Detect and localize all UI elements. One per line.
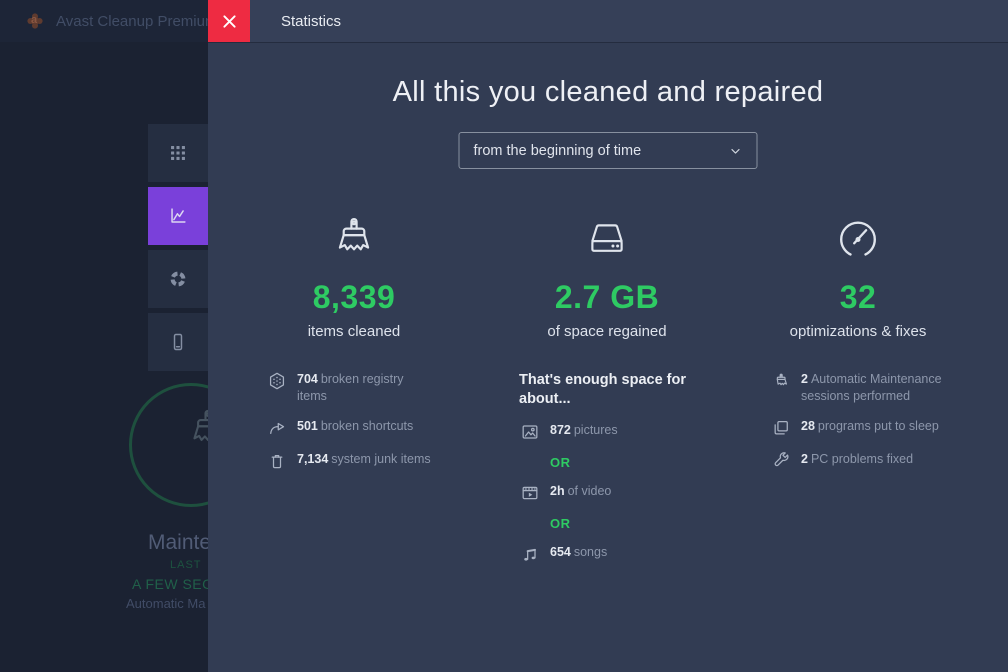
list-item: 2 Automatic Maintenance sessions performe… — [770, 371, 978, 405]
windows-stack-icon — [770, 418, 792, 438]
sidebar-item-mobile[interactable] — [148, 313, 208, 371]
panel-title: Statistics — [281, 12, 342, 30]
or-separator: OR — [550, 455, 571, 470]
statistics-panel: Statistics All this you cleaned and repa… — [208, 0, 1008, 672]
list-item: 2h of video — [519, 483, 727, 503]
broom-icon — [328, 214, 380, 266]
maintenance-last-label: LAST — [170, 559, 202, 571]
period-dropdown[interactable]: from the beginning of time — [458, 132, 758, 169]
list-item: 2 PC problems fixed — [770, 451, 978, 471]
picture-icon — [519, 422, 541, 442]
list-item-text: 501 broken shortcuts — [297, 419, 414, 433]
chevron-down-icon — [729, 144, 743, 158]
close-icon — [222, 14, 237, 29]
list-item: 28 programs put to sleep — [770, 418, 978, 438]
list-item-text: 872 pictures — [550, 423, 618, 437]
close-button[interactable] — [208, 0, 250, 42]
optimizations-list: 2 Automatic Maintenance sessions performe… — [738, 371, 978, 471]
space-equivalents-subheading: That's enough space for about... — [519, 372, 686, 407]
statistics-titlebar: Statistics — [208, 0, 1008, 43]
avast-logo-icon: a — [25, 11, 45, 31]
sidebar-item-dashboard[interactable] — [148, 124, 208, 182]
list-item-text: 2h of video — [550, 484, 612, 498]
sidebar-item-statistics[interactable] — [148, 187, 208, 245]
period-dropdown-value: from the beginning of time — [473, 142, 642, 159]
list-item: 7,134 system junk items — [266, 451, 474, 471]
maintenance-title: Mainten — [148, 531, 223, 554]
stat-column-space-regained: 2.7 GB of space regained That's enough s… — [487, 214, 727, 564]
list-item: 501 broken shortcuts — [266, 418, 474, 438]
stat-label-optimizations: optimizations & fixes — [789, 323, 927, 340]
sidebar-item-support[interactable] — [148, 250, 208, 308]
space-equivalents-list: That's enough space for about... 872 pict… — [487, 371, 727, 564]
app-title: Avast Cleanup Premium — [56, 12, 218, 30]
list-item: 704 broken registry items — [266, 371, 474, 405]
apps-grid-icon — [167, 142, 189, 164]
stat-value-space-regained: 2.7 GB — [554, 279, 660, 315]
stat-column-optimizations: 32 optimizations & fixes 2 Automatic Main… — [738, 214, 978, 471]
page-title: All this you cleaned and repaired — [392, 76, 824, 108]
stat-label-items-cleaned: items cleaned — [307, 323, 401, 340]
items-cleaned-list: 704 broken registry items 501 broken short… — [234, 371, 474, 471]
or-separator: OR — [550, 516, 571, 531]
registry-icon — [266, 371, 288, 391]
list-item-text: 654 songs — [550, 545, 608, 559]
speedometer-icon — [832, 214, 884, 266]
stat-value-optimizations: 32 — [839, 279, 877, 315]
list-item: 654 songs — [519, 544, 727, 564]
wrench-icon — [770, 451, 792, 471]
hard-drive-icon — [581, 214, 633, 266]
statistics-chart-icon — [167, 205, 189, 227]
app-header: a Avast Cleanup Premium — [0, 0, 217, 42]
music-note-icon — [519, 544, 541, 564]
broom-small-icon — [770, 371, 792, 391]
list-item-text: 28 programs put to sleep — [801, 419, 939, 433]
sidebar-nav — [148, 124, 208, 376]
shortcut-arrow-icon — [266, 418, 288, 438]
list-item: 872 pictures — [519, 422, 727, 442]
support-life-ring-icon — [167, 268, 189, 290]
mobile-phone-icon — [167, 331, 189, 353]
list-item-text: 704 broken registry items — [297, 372, 404, 403]
stat-column-items-cleaned: 8,339 items cleaned 704 b — [234, 214, 474, 471]
maintenance-subtitle: Automatic Ma — [126, 596, 206, 611]
avast-logo-letter: a — [31, 14, 38, 26]
list-item-text: 2 PC problems fixed — [801, 452, 914, 466]
list-item-text: 7,134 system junk items — [297, 452, 431, 466]
trash-icon — [266, 451, 288, 471]
list-item-text: 2 Automatic Maintenance sessions performe… — [801, 372, 942, 403]
stat-value-items-cleaned: 8,339 — [312, 279, 396, 315]
stat-label-space-regained: of space regained — [547, 323, 667, 340]
app-background: a Avast Cleanup Premium — [0, 0, 253, 672]
maintenance-time: A FEW SEC — [132, 576, 213, 592]
video-icon — [519, 483, 541, 503]
